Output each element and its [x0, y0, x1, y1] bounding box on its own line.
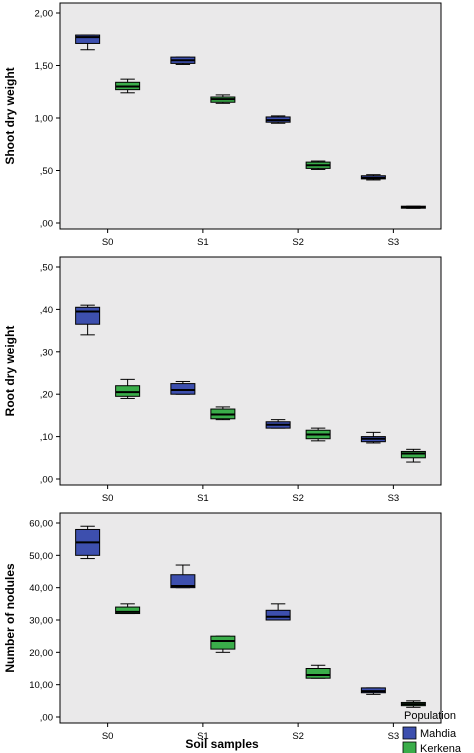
box-mahdia-s3	[360, 431, 386, 444]
y-tick-label: ,20	[40, 390, 53, 401]
y-tick-label: 2,00	[35, 9, 54, 20]
chart-panel-1: ,00 ,50 1,00 1,50 2,00 Shoot dry weight S0 S1 S2…	[3, 2, 442, 248]
x-tick-label: S1	[197, 493, 209, 504]
box-iqr	[210, 635, 236, 650]
y-tick-label: 1,50	[35, 61, 54, 72]
box-mahdia-s0	[75, 304, 101, 336]
y-tick-label: ,00	[40, 219, 53, 230]
x-tick-label: S2	[292, 237, 304, 248]
box-kerkena-s1	[210, 406, 236, 421]
x-tick-label: S1	[197, 237, 209, 248]
box-mahdia-s1	[170, 56, 196, 65]
box-kerkena-s0	[115, 378, 141, 399]
y-axis-label: Shoot dry weight	[3, 67, 17, 164]
box-iqr	[400, 450, 426, 459]
y-tick-label: 10,00	[29, 680, 53, 691]
y-tick-label: ,50	[40, 166, 53, 177]
x-tick-label: S1	[197, 731, 209, 742]
plot-area	[59, 256, 442, 486]
box-iqr	[115, 606, 141, 615]
y-tick-label: ,40	[40, 305, 53, 316]
y-tick-label: ,00	[40, 713, 53, 724]
box-kerkena-s2	[305, 160, 331, 170]
box-mahdia-s0	[75, 34, 101, 51]
y-tick-label: 50,00	[29, 551, 53, 562]
legend-label-kerkena: Kerkena	[420, 743, 462, 753]
box-kerkena-s3	[400, 700, 426, 708]
x-tick-label: S0	[102, 493, 114, 504]
y-tick-label: 60,00	[29, 519, 53, 530]
legend: Population Mahdia Kerkena	[402, 710, 462, 753]
box-iqr	[170, 383, 196, 395]
box-mahdia-s2	[265, 603, 291, 621]
box-mahdia-s3	[360, 174, 386, 181]
y-tick-label: ,50	[40, 263, 53, 274]
chart-panel-3: ,00 10,00 20,00 30,00 40,00 50,00 60,00 Number …	[3, 512, 442, 742]
y-tick-label: ,30	[40, 347, 53, 358]
box-iqr	[115, 385, 141, 397]
box-kerkena-s2	[305, 427, 331, 442]
box-kerkena-s0	[115, 603, 141, 615]
legend-label-mahdia: Mahdia	[420, 728, 457, 740]
y-axis-label: Root dry weight	[3, 326, 17, 417]
y-tick-label: ,00	[40, 475, 53, 486]
chart-panels: ,00 ,50 1,00 1,50 2,00 Shoot dry weight S0 S1 S2…	[3, 2, 442, 742]
box-iqr	[170, 574, 196, 589]
box-kerkena-s3	[400, 448, 426, 463]
box-iqr	[305, 668, 331, 679]
legend-title: Population	[404, 710, 456, 722]
x-tick-label: S0	[102, 731, 114, 742]
legend-swatch-mahdia	[402, 726, 417, 740]
box-mahdia-s0	[75, 525, 101, 560]
box-mahdia-s1	[170, 564, 196, 589]
x-tick-label: S0	[102, 237, 114, 248]
box-mahdia-s2	[265, 419, 291, 429]
y-tick-label: 30,00	[29, 616, 53, 627]
y-tick-label: ,10	[40, 432, 53, 443]
y-tick-label: 1,00	[35, 114, 54, 125]
box-iqr	[265, 609, 291, 621]
box-mahdia-s1	[170, 380, 196, 395]
box-iqr	[75, 306, 101, 325]
x-tick-label: S2	[292, 493, 304, 504]
x-axis-label: Soil samples	[185, 737, 259, 751]
box-kerkena-s2	[305, 664, 331, 679]
x-tick-label: S3	[388, 493, 400, 504]
y-tick-label: 20,00	[29, 648, 53, 659]
box-mahdia-s3	[360, 687, 386, 695]
box-iqr	[75, 34, 101, 44]
box-kerkena-s1	[210, 635, 236, 653]
legend-swatch-kerkena	[402, 741, 417, 753]
box-kerkena-s3	[400, 205, 426, 209]
box-kerkena-s1	[210, 94, 236, 104]
box-kerkena-s0	[115, 78, 141, 94]
y-axis-label: Number of nodules	[3, 563, 17, 673]
plot-area	[59, 2, 442, 230]
x-tick-label: S2	[292, 731, 304, 742]
box-mahdia-s2	[265, 115, 291, 124]
y-tick-label: 40,00	[29, 583, 53, 594]
x-tick-label: S3	[388, 237, 400, 248]
chart-panel-2: ,00 ,10 ,20 ,30 ,40 ,50 Root dry weight S0 S1 S2 S…	[3, 256, 442, 504]
x-tick-label: S3	[388, 731, 400, 742]
